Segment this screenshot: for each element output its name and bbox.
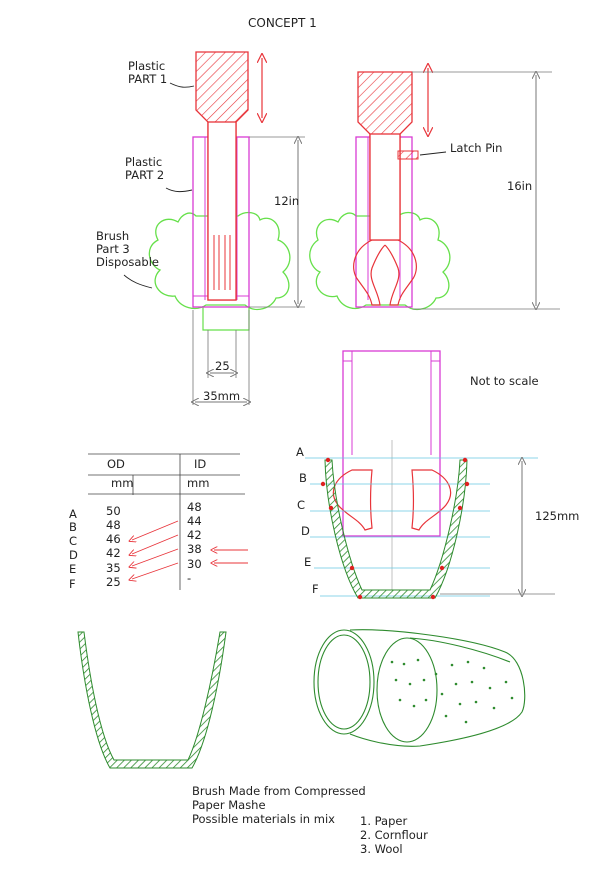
table-row-id: -: [187, 571, 192, 585]
brush-profile: [77, 631, 227, 769]
table-row-id: 44: [187, 514, 202, 528]
table-row-od: 42: [106, 546, 121, 560]
table-row-letter: E: [69, 562, 77, 576]
table-header-od: OD: [107, 457, 125, 471]
table-row-id: 48: [187, 500, 202, 514]
table-row-od: 50: [106, 504, 121, 518]
table-row-od: 35: [106, 561, 121, 575]
dimension-table-grid: [88, 453, 245, 590]
table-row-id: 30: [187, 557, 202, 571]
page-title: CONCEPT 1: [248, 16, 317, 30]
section-view: [305, 350, 555, 600]
label-part3: Brush Part 3 Disposable: [96, 229, 159, 269]
material-notes: Brush Made from Compressed Paper Mashe P…: [192, 784, 366, 826]
table-unit-od: mm: [111, 476, 134, 490]
label-part2: Plastic PART 2: [125, 155, 165, 182]
note-line: Brush Made from Compressed: [192, 784, 366, 798]
section-letter-b: B: [299, 471, 307, 485]
note-line: Paper Mashe: [192, 798, 266, 812]
section-letter-f: F: [312, 582, 319, 596]
table-arrows: [132, 520, 248, 579]
dim-section-height: 125mm: [535, 509, 580, 523]
section-letter-c: C: [297, 498, 306, 512]
table-row-letter: B: [69, 520, 77, 534]
label-latch-pin: Latch Pin: [450, 141, 503, 155]
latch-pin: [397, 150, 419, 160]
dim-height-right: 16in: [507, 179, 533, 193]
material-item: 1. Paper: [360, 814, 408, 828]
section-letter-e: E: [304, 555, 312, 569]
table-row-id: 38: [187, 542, 202, 556]
dim-inner-width: 25: [215, 359, 230, 373]
table-row-letter: C: [69, 534, 78, 548]
assembly-right: [309, 68, 560, 311]
table-unit-id: mm: [187, 476, 210, 490]
note-line: Possible materials in mix: [192, 812, 335, 826]
table-row-letter: D: [69, 548, 78, 562]
table-row-letter: A: [69, 507, 77, 521]
table-header-id: ID: [194, 457, 207, 471]
brush-outline-left: [148, 211, 291, 311]
dim-height-left: 12in: [274, 194, 300, 208]
material-item: 2. Cornflour: [360, 828, 428, 842]
table-row-od: 48: [106, 518, 121, 532]
material-item: 3. Wool: [360, 842, 403, 856]
table-row-od: 46: [106, 532, 121, 546]
brush-outline-right: [309, 211, 451, 311]
materials-list: 1. Paper 2. Cornflour 3. Wool: [360, 814, 428, 856]
section-letter-a: A: [296, 445, 304, 459]
assembly-left: [123, 51, 305, 405]
plastic-part1-right: [353, 71, 417, 306]
plastic-part1-left: [195, 51, 249, 301]
sketch-dots: [390, 658, 514, 724]
table-row-od: 25: [106, 575, 121, 589]
dim-outer-width: 35mm: [203, 389, 241, 403]
table-row-letter: F: [69, 577, 76, 591]
section-letter-d: D: [301, 524, 310, 538]
table-row-id: 42: [187, 528, 202, 542]
label-not-to-scale: Not to scale: [470, 374, 539, 388]
label-part1: Plastic PART 1: [128, 59, 168, 86]
section-markers: [320, 457, 470, 600]
brush-3d-sketch: [313, 629, 526, 747]
